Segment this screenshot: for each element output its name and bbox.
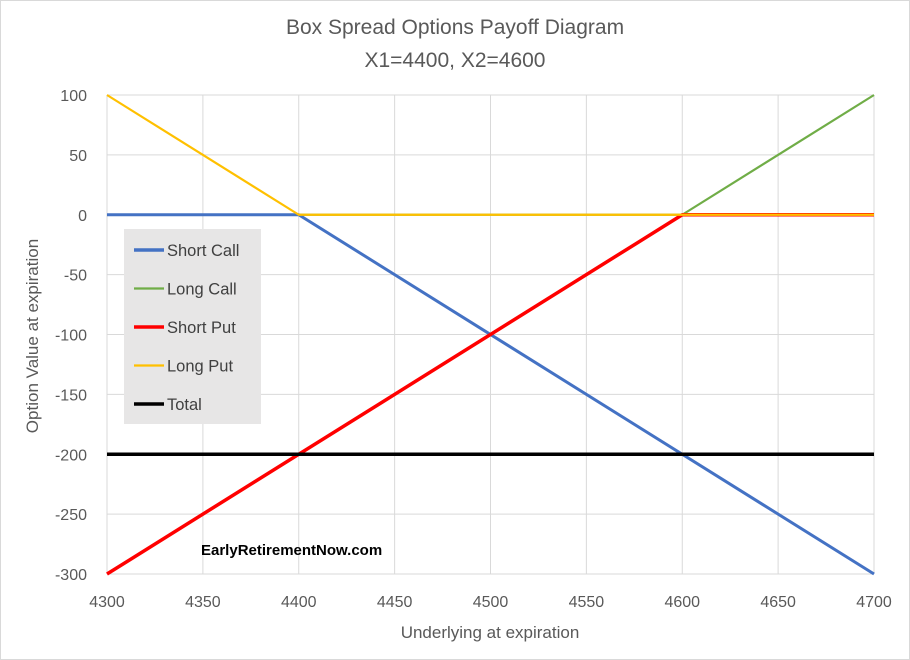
- legend-label: Short Call: [167, 242, 239, 260]
- y-tick-label: -300: [55, 567, 87, 584]
- x-tick-label: 4500: [473, 594, 509, 611]
- y-tick-label: 0: [78, 208, 87, 225]
- legend-label: Long Put: [167, 358, 233, 376]
- y-tick-label: -50: [64, 268, 87, 285]
- series-line-long-put: [106, 94, 874, 216]
- y-tick-label: -150: [55, 387, 87, 404]
- y-tick-label: -200: [55, 447, 87, 464]
- y-tick-label: -250: [55, 507, 87, 524]
- x-axis-title: Underlying at expiration: [401, 623, 580, 642]
- legend-label: Long Call: [167, 281, 237, 299]
- chart-subtitle: X1=4400, X2=4600: [364, 49, 545, 72]
- y-tick-label: 100: [60, 88, 87, 105]
- x-tick-label: 4600: [664, 594, 700, 611]
- x-tick-label: 4400: [281, 594, 317, 611]
- y-axis-title: Option Value at expiration: [23, 239, 42, 433]
- legend-label: Short Put: [167, 319, 236, 337]
- watermark: EarlyRetirementNow.com: [201, 542, 382, 559]
- legend: Short Call Long Call Short Put Long Put Tota…: [124, 229, 261, 424]
- x-tick-label: 4550: [569, 594, 605, 611]
- y-tick-label: -100: [55, 328, 87, 345]
- series-lines: [106, 94, 875, 576]
- chart-title: Box Spread Options Payoff Diagram: [286, 16, 624, 39]
- x-tick-label: 4700: [856, 594, 892, 611]
- x-tick-label: 4300: [89, 594, 125, 611]
- y-tick-label: 50: [69, 148, 87, 165]
- x-tick-label: 4650: [760, 594, 796, 611]
- x-tick-label: 4350: [185, 594, 221, 611]
- x-tick-label: 4450: [377, 594, 413, 611]
- legend-label: Total: [167, 396, 202, 414]
